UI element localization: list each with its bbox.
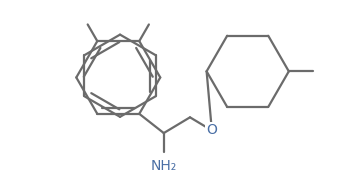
Text: NH₂: NH₂ (151, 159, 177, 173)
Text: O: O (206, 123, 217, 137)
